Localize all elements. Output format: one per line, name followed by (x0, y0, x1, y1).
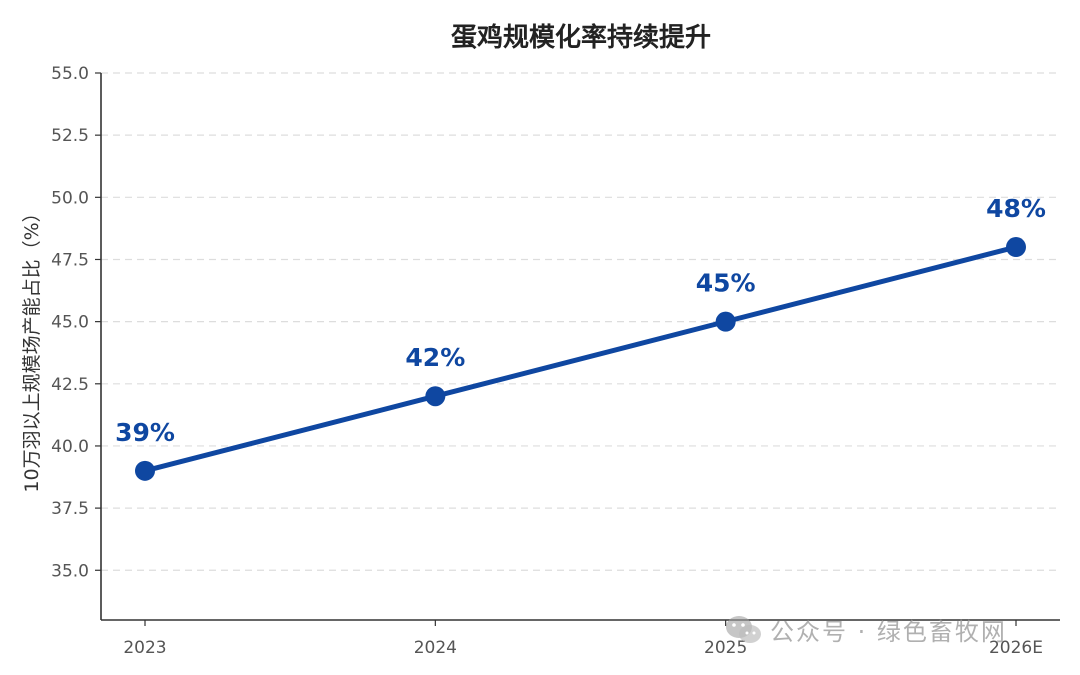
series-line-group: 39% 42% 45% 48% (115, 194, 1046, 481)
y-tick-label: 52.5 (51, 126, 89, 146)
data-label: 39% (115, 418, 175, 447)
x-tick-label: 2025 (704, 638, 747, 658)
data-point (425, 386, 446, 407)
data-point (1006, 237, 1026, 258)
y-tick-label: 45.0 (51, 313, 89, 333)
x-tick-label: 2023 (123, 638, 166, 658)
y-tick-label: 35.0 (51, 561, 89, 581)
y-tick-label: 50.0 (51, 188, 89, 208)
y-tick-label: 47.5 (51, 250, 89, 270)
axes: 35.0 37.5 40.0 42.5 45.0 47.5 50.0 52.5 55.0 2023… (51, 64, 1060, 658)
data-label: 48% (986, 194, 1046, 223)
series-line (142, 244, 1019, 474)
y-axis-label: 10万羽以上规模场产能占比（%） (21, 203, 43, 492)
x-tick-label: 2024 (414, 638, 457, 658)
data-point (135, 460, 155, 481)
data-point (715, 311, 736, 332)
y-tick-label: 55.0 (51, 64, 89, 84)
data-label: 42% (405, 343, 465, 372)
y-tick-label: 40.0 (51, 437, 89, 457)
grid (101, 72, 1060, 571)
chart-title: 蛋鸡规模化率持续提升 (451, 22, 711, 53)
y-tick-label: 37.5 (51, 499, 89, 519)
y-tick-label: 42.5 (51, 375, 89, 395)
data-label: 45% (696, 269, 756, 298)
x-tick-label: 2026E (989, 638, 1043, 658)
